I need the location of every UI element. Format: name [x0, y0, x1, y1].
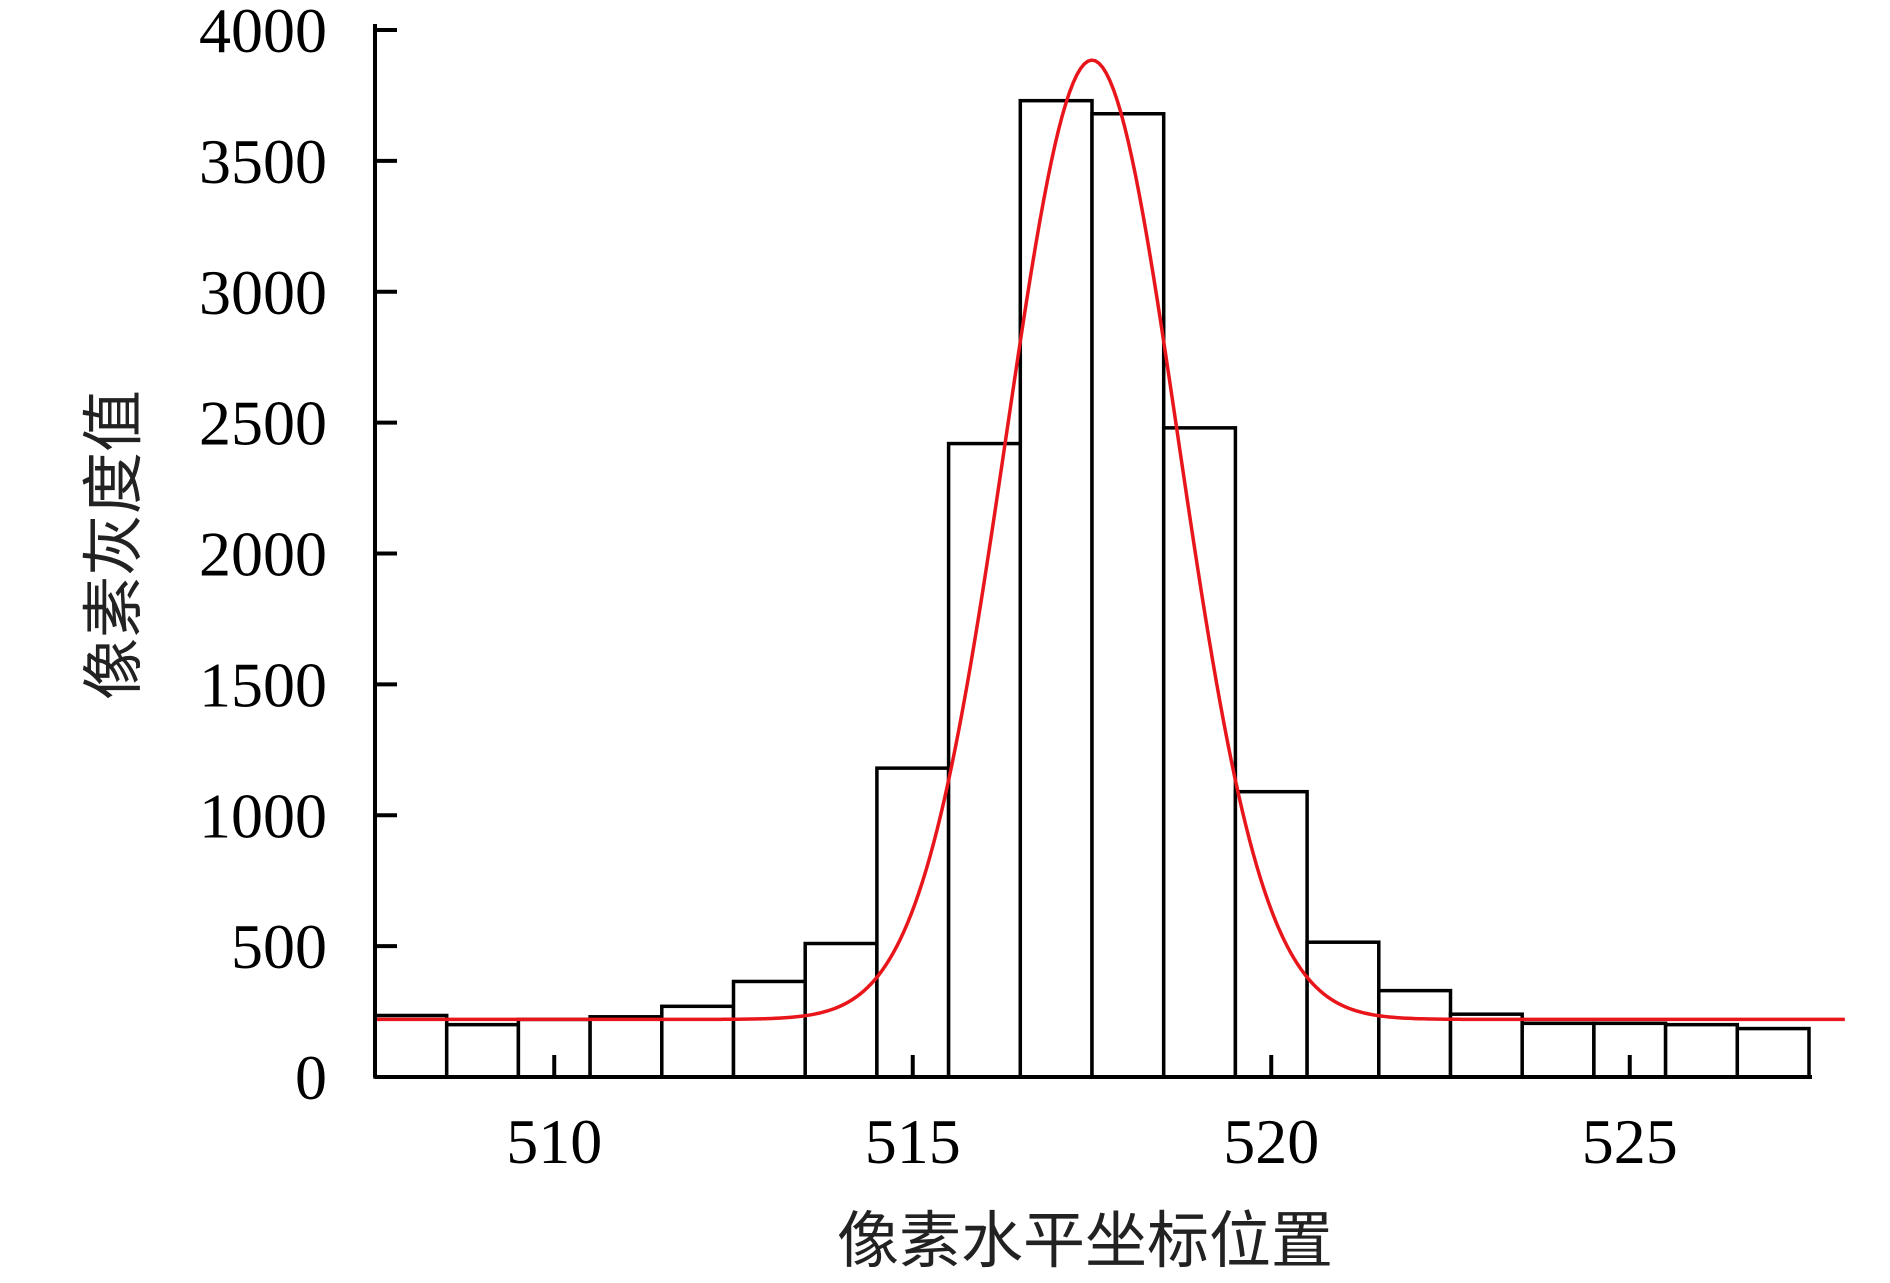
- histogram-bar: [1305, 940, 1381, 1079]
- histogram-bar: [946, 441, 1023, 1079]
- bars-layer: [373, 98, 1811, 1079]
- x-axis-label: 像素水平坐标位置: [837, 1204, 1333, 1277]
- histogram-bar: [1161, 426, 1238, 1079]
- axes-layer: 0 500 1000 1500 2000 2500 3000 3500 4000 510 515 52…: [199, 0, 1812, 1177]
- histogram-bar: [588, 1015, 664, 1079]
- histogram-bar: [875, 766, 951, 1079]
- histogram-bar: [373, 1013, 449, 1079]
- histogram-bar: [1663, 1022, 1740, 1079]
- histogram-bar: [660, 1004, 736, 1079]
- y-tick-label: 3500: [199, 126, 327, 197]
- x-tick-label: 510: [506, 1106, 602, 1177]
- labels-layer: 像素灰度值 像素水平坐标位置: [77, 390, 1333, 1277]
- histogram-bar: [1090, 112, 1166, 1079]
- x-tick-label: 525: [1582, 1106, 1678, 1177]
- y-axis-label: 像素灰度值: [77, 390, 150, 700]
- y-tick-label: 500: [231, 911, 327, 982]
- x-tick-label: 515: [865, 1106, 961, 1177]
- histogram-bar: [1448, 1012, 1524, 1079]
- y-tick-label: 2000: [199, 519, 327, 590]
- y-tick-label: 3000: [199, 257, 327, 328]
- y-tick-label: 1000: [199, 780, 327, 851]
- y-tick-label: 2500: [199, 388, 327, 459]
- histogram-bar: [1018, 98, 1094, 1079]
- y-tick-label: 4000: [199, 0, 327, 66]
- histogram-bar: [803, 941, 879, 1079]
- histogram-bar: [1377, 988, 1453, 1079]
- x-tick-label: 520: [1223, 1106, 1319, 1177]
- gaussian-fit-curve: [375, 58, 1845, 1022]
- y-tick-label: 1500: [199, 649, 327, 720]
- histogram-bar: [731, 979, 807, 1079]
- histogram-bar: [1233, 789, 1309, 1079]
- histogram-bar: [1520, 1021, 1596, 1079]
- histogram-bar: [1735, 1026, 1811, 1079]
- fit-layer: [375, 58, 1845, 1022]
- histogram-bar: [444, 1022, 521, 1079]
- y-tick-label: 0: [295, 1042, 327, 1113]
